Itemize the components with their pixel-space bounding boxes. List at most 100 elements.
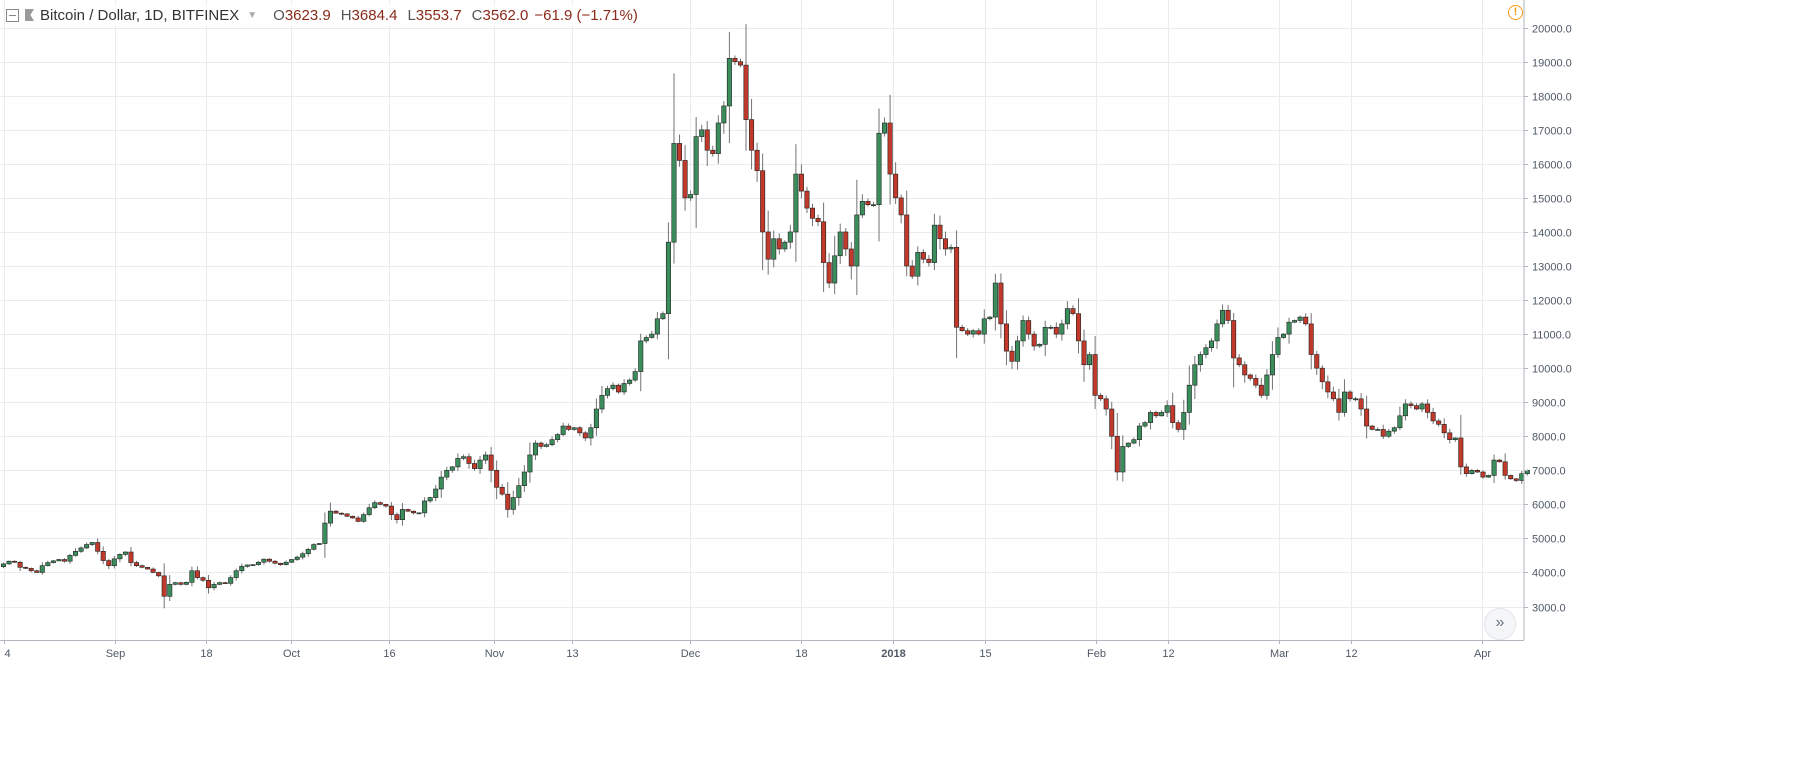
candle-body-down — [826, 262, 832, 284]
candle — [189, 566, 195, 587]
candle-body-up — [39, 565, 45, 573]
candle — [1048, 325, 1054, 330]
candle-body-up — [948, 246, 954, 250]
price-tick-label: 3000.0 — [1532, 603, 1566, 615]
candle — [300, 551, 306, 560]
candle — [771, 230, 777, 268]
candle-body-up — [211, 584, 217, 589]
candle-body-down — [405, 509, 411, 512]
candle-body-down — [1502, 461, 1508, 476]
candle — [394, 512, 400, 524]
candle-body-up — [699, 129, 705, 137]
candle-body-up — [183, 582, 189, 585]
candle-body-down — [566, 425, 572, 430]
candle — [726, 31, 732, 144]
candle — [1347, 390, 1353, 402]
candle-body-down — [139, 565, 145, 568]
candle-body-up — [1037, 344, 1043, 347]
low-value: L3553.7 — [407, 6, 462, 24]
candle-body-up — [693, 136, 699, 195]
candle — [377, 501, 383, 506]
candle-body-up — [1142, 422, 1148, 427]
candle-body-up — [316, 543, 322, 545]
candle — [593, 398, 599, 436]
candle-body-up — [1419, 403, 1425, 410]
time-tick-label: Nov — [485, 648, 505, 660]
candle — [865, 198, 871, 207]
candle-body-down — [776, 238, 782, 250]
candle-body-down — [388, 505, 394, 515]
candle — [455, 453, 461, 472]
candle-body-down — [17, 561, 23, 568]
price-axis[interactable]: 3000.0 4000.0 5000.0 6000.0 7000.0 8000.0 9000… — [1524, 24, 1572, 615]
candle-body-down — [150, 568, 156, 573]
candle-body-down — [505, 493, 511, 510]
candle — [798, 164, 804, 199]
flag-icon[interactable] — [25, 9, 34, 21]
candle-body-down — [1098, 395, 1104, 400]
candle — [1436, 418, 1442, 427]
candle — [1170, 392, 1176, 429]
candle-body-down — [810, 207, 816, 219]
time-axis[interactable]: 4 Sep 18 Oct 16 Nov 13 Dec 18 2018 15 Feb 12 Mar 12 Apr — [4, 640, 1492, 660]
minus-square-icon[interactable] — [6, 8, 19, 22]
candle — [122, 551, 128, 557]
time-tick-label: 2018 — [881, 648, 905, 660]
candle-body-down — [1075, 313, 1081, 342]
candle — [1480, 470, 1486, 479]
candle-body-down — [1364, 408, 1370, 427]
price-tick-label: 7000.0 — [1532, 466, 1566, 478]
candle — [17, 560, 23, 572]
candle-body-down — [904, 214, 910, 267]
candle-body-down — [959, 326, 965, 331]
candle — [100, 546, 106, 565]
symbol-title[interactable]: Bitcoin / Dollar, 1D, BITFINEX — [40, 6, 240, 24]
candle-body-down — [1430, 412, 1436, 422]
candle — [239, 563, 245, 574]
candle-body-up — [1486, 475, 1492, 478]
candle-body-down — [798, 173, 804, 192]
double-chevron-right-icon[interactable]: » — [1484, 608, 1516, 640]
candle-body-down — [499, 487, 505, 495]
warning-icon[interactable]: ! — [1508, 5, 1523, 20]
candle-body-up — [233, 570, 239, 578]
candle — [688, 190, 694, 201]
candle — [1220, 304, 1226, 328]
candle-body-down — [1026, 320, 1032, 335]
candle — [1103, 395, 1109, 416]
candle — [965, 328, 971, 336]
candle — [1430, 407, 1436, 425]
candle — [344, 513, 350, 518]
candle — [1020, 315, 1026, 347]
candle-body-down — [266, 558, 272, 562]
candle-body-up — [455, 458, 461, 468]
candle — [316, 543, 322, 545]
chevron-down-icon[interactable]: ▼ — [247, 9, 258, 21]
candle-body-down — [1170, 405, 1176, 423]
candle — [837, 223, 843, 265]
candle — [987, 316, 993, 321]
candle-body-up — [1186, 384, 1192, 413]
candle — [211, 581, 217, 591]
candle-body-up — [172, 582, 178, 585]
candle-body-up — [1341, 391, 1347, 413]
price-tick-label: 13000.0 — [1532, 262, 1572, 274]
candle-body-up — [1375, 429, 1381, 431]
candle-body-up — [111, 558, 117, 566]
candle — [516, 477, 522, 506]
candle — [1319, 365, 1325, 390]
price-tick-label: 15000.0 — [1532, 194, 1572, 206]
candle — [272, 560, 278, 565]
candle — [1247, 373, 1253, 381]
candle-body-down — [1092, 354, 1098, 396]
candle-body-up — [50, 560, 56, 563]
candle-body-up — [721, 105, 727, 124]
candles — [0, 24, 1530, 609]
candle — [1458, 414, 1464, 475]
candle — [555, 432, 561, 443]
candle — [45, 560, 51, 567]
candle-body-up — [1353, 398, 1359, 401]
candle-body-up — [621, 383, 627, 393]
